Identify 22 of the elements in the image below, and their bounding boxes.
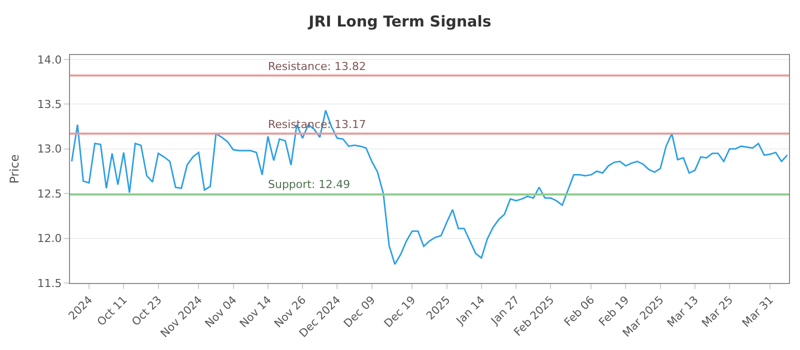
x-tick-label: Mar 13 xyxy=(664,294,701,330)
chart-title: JRI Long Term Signals xyxy=(308,12,492,30)
y-tick-label: 13.0 xyxy=(37,142,62,156)
x-tick-label: Feb 06 xyxy=(562,294,598,329)
x-tick-label: Dec 09 xyxy=(341,294,378,330)
x-tick-label: Oct 23 xyxy=(129,294,164,329)
x-tick-label: Nov 04 xyxy=(202,294,240,330)
line-series xyxy=(70,110,788,265)
x-tick-label: Oct 11 xyxy=(94,294,130,329)
y-tick-label: 12.5 xyxy=(37,187,62,200)
ref-line-label: Support: 12.49 xyxy=(268,178,350,191)
x-tick-label: Nov 14 xyxy=(237,294,274,330)
y-tick-label: 11.5 xyxy=(37,276,62,290)
x-tick-label: Dec 19 xyxy=(382,294,418,330)
y-tick-label: 12.0 xyxy=(37,232,62,246)
y-axis-title: Price xyxy=(8,154,22,184)
y-tick-label: 14.0 xyxy=(37,53,62,66)
x-tick-label: Mar 31 xyxy=(740,294,776,330)
x-tick-label: Mar 25 xyxy=(699,294,736,330)
ref-line-label: Resistance: 13.82 xyxy=(268,60,366,73)
y-tick-label: 13.5 xyxy=(37,98,62,112)
x-tick-label: Jan 14 xyxy=(453,294,488,328)
